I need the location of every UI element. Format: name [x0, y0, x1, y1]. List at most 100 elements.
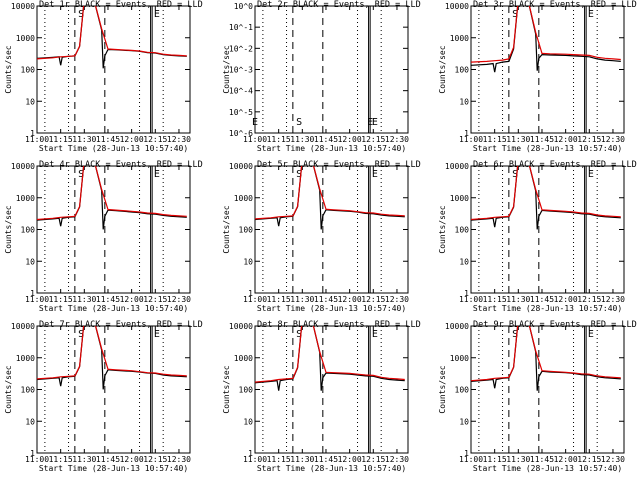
x-tick-label: 12:30: [601, 135, 625, 144]
panel-title: Det 5r BLACK = Events, RED = LLD: [257, 160, 421, 170]
start-marker-label: S: [296, 329, 302, 340]
y-tick-label: 10: [25, 417, 35, 426]
y-tick-label: 10: [459, 257, 469, 266]
x-tick-label: 11:00: [243, 455, 267, 464]
y-tick-label: 10000: [445, 162, 469, 171]
plot-frame: [36, 325, 191, 454]
y-tick-label: 10: [243, 257, 253, 266]
x-tick-label: 11:30: [72, 455, 96, 464]
x-tick-label: 12:30: [385, 135, 409, 144]
y-tick-label: 10^-4: [229, 87, 253, 96]
x-tick-label: 11:15: [49, 135, 73, 144]
x-tick-label: 12:00: [120, 135, 144, 144]
y-tick-label: 100: [21, 66, 36, 75]
x-axis-label: Start Time (28-Jun-13 10:57:40): [257, 304, 406, 313]
panel-det-9: Det 9r BLACK = Events, RED = LLD Counts/s…: [438, 320, 637, 473]
x-tick-label: 11:00: [243, 135, 267, 144]
y-tick-label: 1: [464, 449, 469, 458]
y-tick-label: 10^-2: [229, 44, 253, 53]
y-tick-label: 1: [30, 129, 35, 138]
plot-frame: [36, 165, 191, 294]
start-marker-label: S: [296, 169, 302, 180]
panel-det-4: Det 4r BLACK = Events, RED = LLD Counts/s…: [4, 160, 203, 313]
x-tick-label: 11:15: [483, 295, 507, 304]
x-tick-label: 11:30: [506, 455, 530, 464]
y-axis-label: Counts/sec: [438, 365, 447, 413]
plot-frame: [254, 5, 409, 134]
x-tick-label: 12:30: [385, 455, 409, 464]
y-tick-label: 10: [25, 97, 35, 106]
panel-title: Det 7r BLACK = Events, RED = LLD: [39, 320, 203, 330]
end-marker-label: E: [588, 329, 594, 340]
panel-det-6: Det 6r BLACK = Events, RED = LLD Counts/s…: [438, 160, 637, 313]
panel-det-1: Det 1r BLACK = Events, RED = LLD Counts/s…: [4, 0, 203, 153]
end-marker-label: E: [154, 169, 160, 180]
y-tick-label: 1000: [16, 34, 35, 43]
x-tick-label: 11:45: [530, 295, 554, 304]
x-tick-label: 11:45: [530, 135, 554, 144]
y-tick-label: 1000: [234, 354, 253, 363]
series-line-events: [37, 166, 187, 230]
x-tick-label: 12:15: [577, 135, 601, 144]
y-tick-label: 1000: [16, 354, 35, 363]
x-tick-label: 12:15: [143, 295, 167, 304]
y-axis-label: Counts/sec: [222, 45, 231, 93]
x-tick-label: 12:00: [554, 135, 578, 144]
x-tick-label: 12:30: [167, 295, 191, 304]
y-tick-label: 10^0: [234, 2, 253, 11]
x-axis-label: Start Time (28-Jun-13 10:57:40): [39, 304, 188, 313]
y-tick-label: 1: [248, 449, 253, 458]
start-marker-label: S: [296, 117, 302, 128]
x-tick-label: 11:00: [459, 295, 483, 304]
y-tick-label: 1: [464, 289, 469, 298]
y-tick-label: 10^-3: [229, 66, 253, 75]
x-tick-label: 11:00: [459, 455, 483, 464]
y-tick-label: 1000: [16, 194, 35, 203]
panel-det-5: Det 5r BLACK = Events, RED = LLD Counts/s…: [222, 160, 421, 313]
panel-title: Det 3r BLACK = Events, RED = LLD: [473, 0, 637, 10]
y-tick-label: 10000: [11, 162, 35, 171]
x-tick-label: 11:00: [25, 295, 49, 304]
series-line-events: [471, 6, 621, 73]
end-marker-label: E: [154, 329, 160, 340]
plot-frame: [470, 165, 625, 294]
x-axis-label: Start Time (28-Jun-13 10:57:40): [39, 144, 188, 153]
x-tick-label: 11:45: [96, 455, 120, 464]
y-tick-label: 1000: [450, 34, 469, 43]
x-tick-label: 12:00: [554, 295, 578, 304]
end-marker-label: E: [372, 169, 378, 180]
x-tick-label: 11:15: [49, 455, 73, 464]
y-tick-label: 10000: [445, 322, 469, 331]
y-tick-label: 1: [30, 289, 35, 298]
y-tick-label: 1: [248, 289, 253, 298]
plot-frame: [254, 165, 409, 294]
x-tick-label: 12:15: [577, 455, 601, 464]
x-tick-label: 12:00: [338, 455, 362, 464]
y-axis-label: Counts/sec: [438, 205, 447, 253]
x-tick-label: 12:30: [601, 295, 625, 304]
x-axis-label: Start Time (28-Jun-13 10:57:40): [257, 144, 406, 153]
panel-title: Det 8r BLACK = Events, RED = LLD: [257, 320, 421, 330]
x-tick-label: 11:30: [290, 455, 314, 464]
x-tick-label: 11:00: [25, 135, 49, 144]
x-tick-label: 11:00: [459, 135, 483, 144]
x-tick-label: 12:00: [338, 295, 362, 304]
x-axis-label: Start Time (28-Jun-13 10:57:40): [473, 144, 622, 153]
panel-det-2: Det 2r BLACK = Events, RED = LLD Counts/s…: [222, 0, 421, 153]
y-tick-label: 10^-5: [229, 108, 253, 117]
y-tick-label: 10^-1: [229, 23, 253, 32]
y-tick-label: 10000: [11, 322, 35, 331]
x-tick-label: 11:00: [243, 295, 267, 304]
y-axis-label: Counts/sec: [4, 205, 13, 253]
x-tick-label: 11:30: [72, 295, 96, 304]
x-tick-label: 12:15: [361, 295, 385, 304]
x-tick-label: 12:30: [601, 455, 625, 464]
x-tick-label: 11:15: [267, 455, 291, 464]
y-tick-label: 1000: [450, 194, 469, 203]
end-marker-label: E: [588, 169, 594, 180]
plot-frame: [36, 5, 191, 134]
y-tick-label: 10000: [229, 162, 253, 171]
x-tick-label: 11:45: [96, 135, 120, 144]
y-tick-label: 10: [459, 417, 469, 426]
